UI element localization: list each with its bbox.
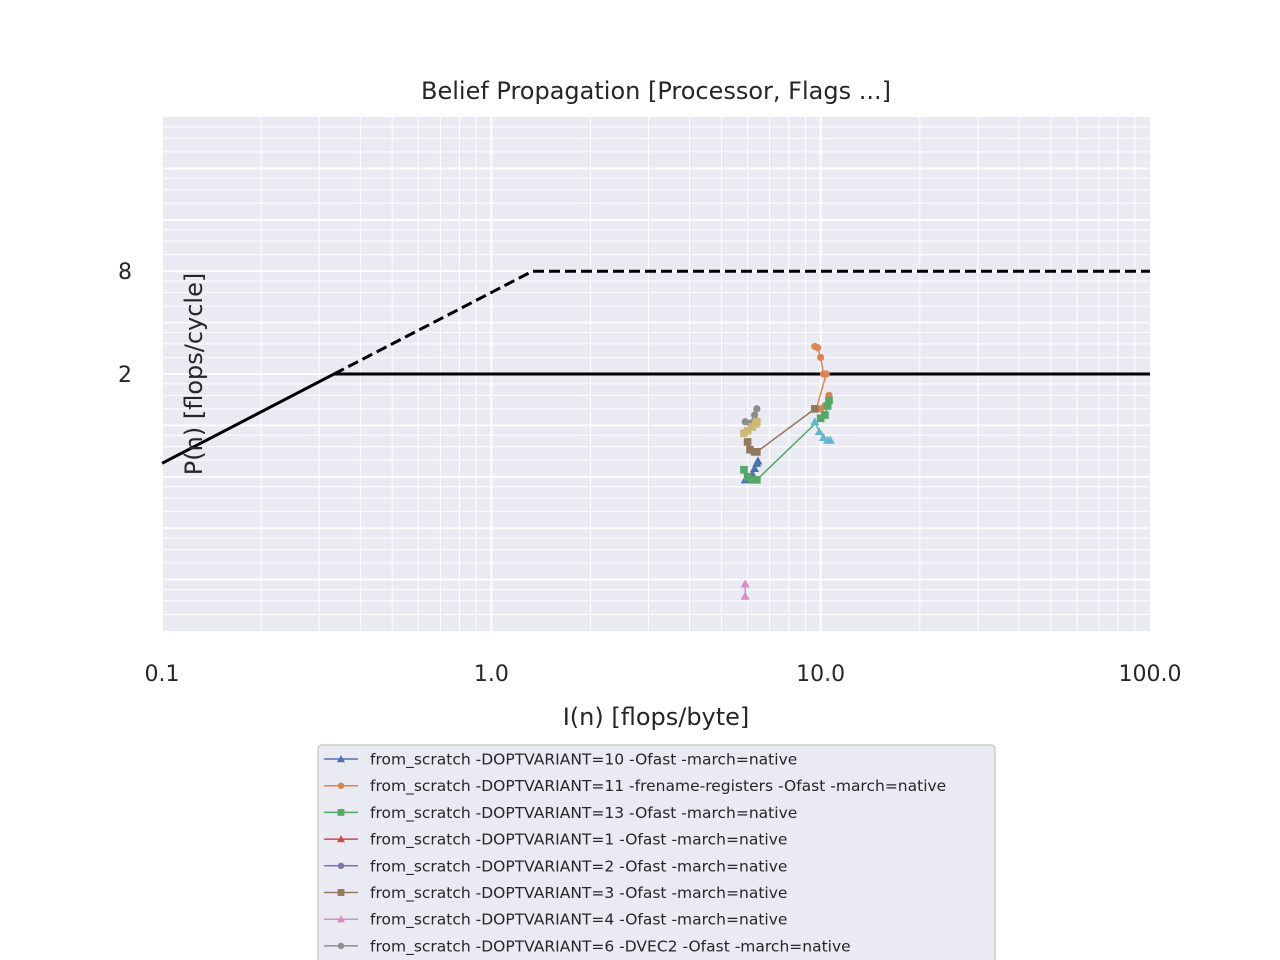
x-tick-label: 0.1 — [145, 662, 180, 687]
data-point — [818, 432, 828, 442]
series-9 — [740, 417, 761, 438]
data-point — [814, 427, 824, 436]
data-point — [750, 411, 759, 419]
data-point — [811, 405, 819, 413]
data-point — [740, 591, 750, 600]
series-6 — [743, 405, 819, 456]
x-tick-label: 1.0 — [474, 662, 509, 687]
data-point — [753, 417, 761, 426]
data-point — [337, 755, 345, 763]
legend: from_scratch -DOPTVARIANT=10 -Ofast -mar… — [317, 744, 996, 960]
series-7 — [740, 579, 750, 600]
legend-label: from_scratch -DOPTVARIANT=3 -Ofast -marc… — [370, 884, 787, 903]
data-point — [743, 426, 752, 435]
data-point — [753, 456, 763, 465]
data-point — [810, 417, 820, 426]
data-point — [337, 835, 345, 843]
legend-item: from_scratch -DOPTVARIANT=1 -Ofast -marc… — [324, 831, 787, 850]
legend-box — [317, 744, 996, 960]
data-point — [743, 438, 752, 446]
series-10 — [810, 417, 835, 444]
legend-item: from_scratch -DOPTVARIANT=10 -Ofast -mar… — [324, 751, 797, 770]
data-point — [753, 476, 761, 484]
data-series — [740, 342, 835, 600]
legend-item: from_scratch -DOPTVARIANT=13 -Ofast -mar… — [324, 804, 797, 823]
x-axis-label: I(n) [flops/byte] — [563, 703, 750, 731]
axis-tick-labels: 0.1 1.0 10.0 100.0 2 8 — [118, 260, 1181, 687]
legend-label: from_scratch -DOPTVARIANT=2 -Ofast -marc… — [370, 857, 787, 876]
data-point — [750, 463, 760, 472]
data-point — [337, 862, 345, 869]
roofline-lines — [161, 269, 1150, 465]
x-tick-label: 100.0 — [1119, 662, 1182, 687]
data-point — [740, 579, 750, 588]
data-point — [743, 472, 752, 481]
data-point — [748, 476, 757, 484]
legend-label: from_scratch -DOPTVARIANT=6 -DVEC2 -Ofas… — [370, 937, 851, 956]
data-point — [337, 782, 345, 789]
legend-item: from_scratch -DOPTVARIANT=11 -frename-re… — [324, 777, 946, 796]
data-point — [337, 942, 345, 950]
data-point — [740, 465, 748, 474]
legend-item: from_scratch -DOPTVARIANT=2 -Ofast -marc… — [324, 857, 787, 876]
legend-label: from_scratch -DOPTVARIANT=1 -Ofast -marc… — [370, 831, 787, 850]
data-point — [753, 448, 761, 456]
data-point — [816, 414, 825, 423]
roofline-dashed — [333, 269, 1150, 376]
legend-item: from_scratch -DOPTVARIANT=6 -DVEC2 -Ofas… — [324, 937, 851, 956]
data-point — [823, 402, 832, 410]
data-point — [337, 889, 345, 896]
legend-label: from_scratch -DOPTVARIANT=4 -Ofast -marc… — [370, 911, 787, 930]
legend-label: from_scratch -DOPTVARIANT=13 -Ofast -mar… — [370, 804, 797, 823]
y-tick-label: 2 — [118, 363, 132, 388]
legend-item: from_scratch -DOPTVARIANT=4 -Ofast -marc… — [324, 911, 787, 930]
data-point — [825, 435, 835, 444]
data-point — [746, 445, 754, 454]
series-3 — [740, 396, 833, 484]
data-point — [337, 809, 345, 816]
chart-title: Belief Propagation [Processor, Flags ...… — [421, 77, 891, 105]
x-tick-label: 10.0 — [796, 662, 845, 687]
y-axis-label: P(n) [flops/cycle] — [180, 273, 208, 475]
data-point — [814, 344, 822, 352]
legend-item: from_scratch -DOPTVARIANT=3 -Ofast -marc… — [324, 884, 787, 903]
data-point — [817, 353, 825, 362]
data-point — [822, 370, 830, 378]
legend-label: from_scratch -DOPTVARIANT=11 -frename-re… — [370, 777, 946, 796]
data-point — [821, 411, 829, 419]
data-point — [753, 405, 761, 413]
series-2 — [811, 342, 833, 413]
y-tick-label: 8 — [118, 260, 132, 285]
data-point — [825, 396, 833, 405]
legend-label: from_scratch -DOPTVARIANT=10 -Ofast -mar… — [370, 751, 797, 770]
data-point — [337, 915, 345, 923]
